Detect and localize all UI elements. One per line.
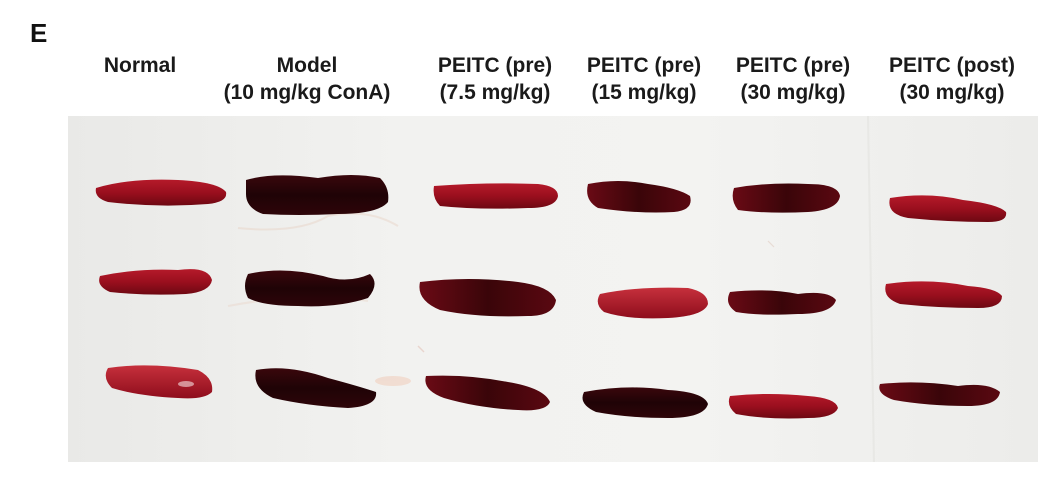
label-line2: (15 mg/kg): [591, 81, 697, 104]
spleen: [255, 368, 377, 408]
label-line2: (30 mg/kg): [899, 81, 1005, 104]
label-line2: (10 mg/kg ConA): [223, 81, 391, 104]
spleen: [245, 270, 375, 307]
spleen: [597, 287, 708, 319]
label-peitc-post-30: PEITC (post) (30 mg/kg): [889, 52, 1015, 106]
label-line2: (30 mg/kg): [740, 81, 846, 104]
spleen-row-2: [99, 269, 1002, 319]
spleen: [879, 382, 1000, 406]
spleen: [732, 183, 840, 213]
spleen: [728, 290, 836, 315]
panel-letter: E: [30, 18, 48, 48]
label-peitc-pre-7-5: PEITC (pre) (7.5 mg/kg): [438, 52, 552, 106]
spleen: [99, 269, 212, 295]
label-line1: PEITC (pre): [437, 54, 553, 77]
spleen-photo: [68, 116, 1038, 462]
label-peitc-pre-15: PEITC (pre) (15 mg/kg): [587, 52, 701, 106]
spleen: [587, 181, 691, 213]
label-line1: PEITC (pre): [586, 54, 702, 77]
spleen: [425, 375, 550, 411]
paper-fold: [867, 116, 875, 462]
spleen: [885, 281, 1002, 308]
label-line2: Normal: [103, 54, 177, 77]
label-model: Model (10 mg/kg ConA): [224, 52, 391, 106]
label-peitc-pre-30: PEITC (pre) (30 mg/kg): [736, 52, 850, 106]
spleen: [889, 195, 1007, 222]
label-normal: Normal: [104, 52, 176, 79]
label-line1: PEITC (pre): [735, 54, 851, 77]
spleen: [105, 365, 213, 399]
spleen: [582, 387, 708, 418]
label-line1: PEITC (post): [889, 54, 1015, 77]
spleen-row-3: [105, 365, 1000, 419]
spleen: [246, 175, 389, 215]
spleen: [419, 279, 556, 317]
label-line1: Model: [276, 54, 338, 77]
label-line2: (7.5 mg/kg): [439, 81, 551, 104]
spleen: [95, 179, 227, 206]
spleen-photo-drawing: [95, 116, 1007, 462]
spleen: [433, 183, 558, 209]
spleen-highlight: [178, 381, 194, 387]
spleen-row-1: [95, 175, 1007, 222]
spleen: [728, 394, 838, 419]
